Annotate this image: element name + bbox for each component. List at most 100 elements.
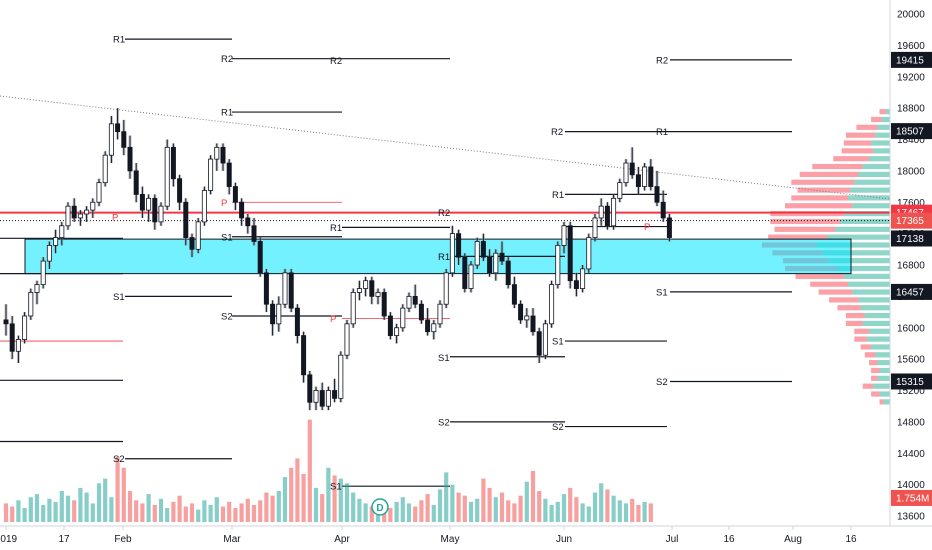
volume-bar — [47, 498, 52, 522]
profile-bar-down — [871, 367, 880, 374]
candle-body — [499, 252, 505, 262]
pivot-label: S1 — [221, 232, 233, 243]
candle-body — [201, 190, 207, 223]
candle-body — [344, 323, 350, 356]
price-tag-label: 18507 — [896, 127, 924, 138]
time-tick-label: Mar — [223, 534, 241, 545]
candle-body — [34, 284, 40, 293]
volume-bar — [220, 506, 226, 522]
volume-bar — [351, 492, 356, 522]
volume-bar — [326, 467, 331, 522]
price-tick-label: 18400 — [897, 135, 925, 146]
volume-bar — [450, 484, 455, 522]
profile-bar-up — [871, 140, 890, 146]
volume-bar — [276, 491, 281, 522]
volume-bar — [84, 492, 89, 522]
volume-bar — [555, 501, 560, 522]
profile-bar-up — [816, 242, 890, 248]
pivot-label: R1 — [552, 190, 564, 201]
candle-body — [518, 303, 524, 321]
candle-body — [511, 284, 517, 305]
profile-bar-down — [818, 289, 853, 295]
profile-bar-up — [869, 328, 890, 334]
volume-bar — [462, 495, 467, 522]
candle-body — [642, 166, 648, 187]
volume-bar — [611, 495, 616, 522]
price-tick-label: 14800 — [897, 417, 925, 428]
profile-bar-down — [845, 312, 865, 319]
candle-body — [127, 146, 133, 172]
price-tag-label: 19415 — [896, 55, 924, 66]
time-tick-label: Jun — [556, 534, 572, 545]
volume-bar — [369, 506, 374, 522]
profile-bar-up — [852, 203, 890, 209]
volume-bar — [338, 478, 343, 522]
volume-bar — [363, 503, 368, 522]
candle-body — [381, 292, 387, 317]
pivot-label: S1 — [113, 292, 125, 303]
pivot-label: R1 — [221, 108, 233, 119]
candle-body — [468, 264, 474, 289]
volume-bar — [642, 501, 647, 522]
candle-body — [598, 205, 604, 219]
candle-body — [133, 170, 139, 195]
volume-bar — [481, 478, 486, 522]
candle-body — [282, 272, 288, 305]
candle-body — [623, 162, 629, 184]
volume-bar — [512, 503, 517, 522]
profile-bar-down — [795, 273, 844, 279]
time-axis[interactable]: 2019 17 Feb Mar Apr May Jun Jul 16 Aug 16 — [0, 526, 857, 545]
descending-trendline — [0, 95, 891, 200]
pivot-label: P — [644, 222, 650, 233]
profile-bar-down — [871, 116, 882, 123]
candle-body — [425, 319, 431, 333]
profile-bar-down — [791, 179, 855, 185]
volume-bar — [264, 492, 269, 522]
candle-body — [226, 162, 232, 187]
candle-body — [666, 217, 672, 238]
candle-body — [288, 272, 294, 309]
volume-bar — [171, 501, 176, 522]
price-tag-box — [891, 373, 932, 390]
profile-bar-down — [833, 156, 869, 162]
price-tag-box — [891, 123, 932, 140]
pivot-label: R2 — [551, 127, 563, 138]
volume-bar — [115, 456, 120, 522]
candle-body — [387, 315, 393, 336]
price-tick-label: 19200 — [897, 72, 925, 83]
candle-body — [313, 390, 319, 403]
profile-bar-down — [843, 140, 872, 146]
candle-body — [301, 335, 307, 376]
support-zone-box — [24, 238, 852, 275]
time-tick-label: 17 — [58, 534, 70, 545]
candle-body — [195, 221, 201, 250]
price-axis[interactable]: 2000019600192001880018400180001760017200… — [897, 10, 925, 523]
profile-bar-up — [869, 156, 890, 162]
candle-body — [46, 244, 52, 262]
profile-bar-down — [810, 281, 848, 287]
candle-body — [549, 284, 555, 325]
profile-bar-down — [774, 226, 836, 232]
profile-bar-down — [854, 336, 867, 342]
volume-bar — [332, 475, 337, 522]
candle-body — [561, 225, 567, 246]
pivot-label: S2 — [552, 422, 564, 433]
candle-body — [307, 374, 313, 403]
candle-body — [394, 327, 400, 336]
profile-bar-down — [770, 218, 840, 225]
volume-bar — [599, 483, 604, 522]
candle-body — [536, 331, 542, 356]
profile-bar-up — [858, 171, 890, 177]
volume-bar — [456, 492, 461, 522]
volume-bar — [214, 497, 219, 522]
profile-bar-up — [852, 289, 890, 295]
candle-body — [276, 303, 282, 325]
candle-body — [406, 295, 412, 309]
price-tag-label: 17138 — [896, 234, 924, 245]
profile-bar-down — [791, 195, 848, 201]
price-tag-label: 1.754M — [896, 493, 929, 504]
volume-bar — [3, 503, 9, 522]
pivot-label: S2 — [113, 454, 125, 465]
candle-body — [604, 205, 610, 227]
